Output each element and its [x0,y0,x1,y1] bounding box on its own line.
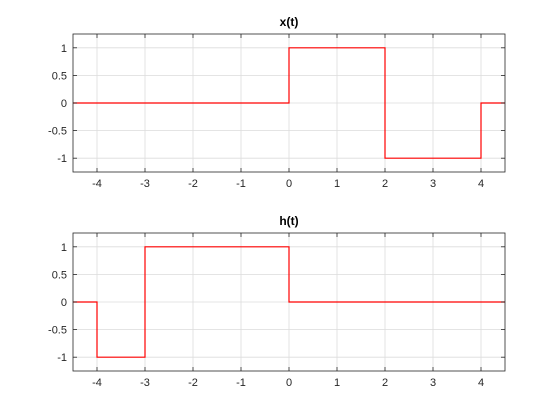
y-tick-label: -1 [57,153,67,165]
series-group [73,47,505,159]
x-tick-label: 4 [478,377,484,389]
y-tick-label: 0 [61,297,67,309]
x-tick-label: -1 [236,178,246,190]
subplot-title: h(t) [279,214,298,228]
y-tick-label: 0.5 [52,70,67,82]
x-tick-label: -4 [92,377,102,389]
x-tick-label: -2 [188,377,198,389]
x-tick-label: -2 [188,178,198,190]
x-tick-label: -4 [92,178,102,190]
subplot-title: x(t) [280,15,299,29]
y-tick-label: 1 [61,242,67,254]
y-tick-label: 0.5 [52,269,67,281]
x-tick-label: 1 [334,377,340,389]
series-group [73,246,505,358]
y-tick-label: 1 [61,43,67,55]
x-tick-label: 3 [430,377,436,389]
signal-line [73,47,505,159]
x-tick-label: 1 [334,178,340,190]
y-tick-label: -0.5 [48,126,67,138]
x-tick-label: 2 [382,377,388,389]
y-tick-label: 0 [61,98,67,110]
subplot-x-of-t: -4 -3 -2 -1 0 1 2 3 4 -1 -0.5 0 0.5 1 x(t) [48,15,506,190]
x-tick-label: 4 [478,178,484,190]
x-tick-label: 3 [430,178,436,190]
x-tick-label: 0 [286,377,292,389]
x-tick-label: -3 [140,377,150,389]
x-tick-label: 0 [286,178,292,190]
subplot-h-of-t: -4 -3 -2 -1 0 1 2 3 4 -1 -0.5 0 0.5 1 h(t) [48,214,506,389]
y-tick-label: -1 [57,352,67,364]
x-tick-label: -3 [140,178,150,190]
x-tick-label: -1 [236,377,246,389]
ticks: -4 -3 -2 -1 0 1 2 3 4 -1 -0.5 0 0.5 1 [48,34,505,190]
y-tick-label: -0.5 [48,325,67,337]
ticks: -4 -3 -2 -1 0 1 2 3 4 -1 -0.5 0 0.5 1 [48,233,505,389]
signal-line [73,246,505,358]
x-tick-label: 2 [382,178,388,190]
